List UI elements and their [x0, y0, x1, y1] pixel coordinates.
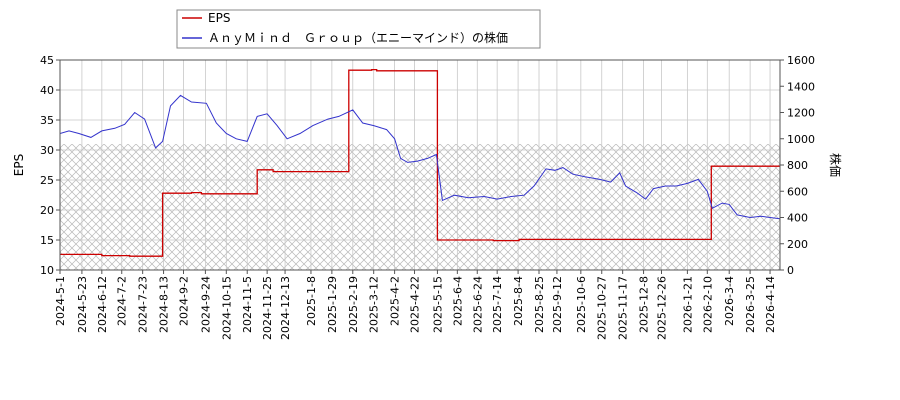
legend-label-eps: EPS: [208, 11, 230, 25]
y-right-tick-label: 0: [787, 264, 794, 277]
x-tick-label: 2025-1-29: [326, 276, 339, 333]
y-right-tick-label: 600: [787, 185, 808, 198]
x-tick-label: 2025-10-27: [596, 276, 609, 340]
y-left-tick-label: 45: [40, 54, 54, 67]
x-tick-label: 2025-8-25: [533, 276, 546, 333]
x-tick-label: 2026-4-14: [764, 276, 777, 333]
x-tick-label: 2025-5-15: [431, 276, 444, 333]
x-tick-label: 2025-3-12: [368, 276, 381, 333]
x-tick-label: 2025-7-14: [491, 276, 504, 333]
x-tick-label: 2025-4-2: [389, 276, 402, 326]
x-tick-label: 2026-3-4: [723, 276, 736, 326]
x-tick-label: 2024-5-1: [54, 276, 67, 326]
y-axis-right-title: 株価: [828, 153, 843, 177]
price-series-line: [60, 94, 780, 220]
y-right-tick-label: 1000: [787, 133, 815, 146]
legend-box: [176, 9, 541, 49]
x-tick-label: 2024-6-12: [96, 276, 109, 333]
x-tick-label: 2026-3-25: [744, 276, 757, 333]
y-left-tick-label: 30: [40, 144, 54, 157]
x-tick-label: 2025-6-4: [451, 276, 464, 326]
x-tick-label: 2024-12-13: [279, 276, 292, 340]
y-right-tick-label: 1200: [787, 107, 815, 120]
right-axis: 0 200 400 600 800 1000 1200 1400 1600: [780, 54, 815, 277]
y-right-tick-label: 400: [787, 212, 808, 225]
x-tick-label: 2024-7-23: [137, 276, 150, 333]
x-tick-label: 2024-9-2: [177, 276, 190, 326]
x-tick-label: 2024-8-13: [158, 276, 171, 333]
y-left-tick-label: 10: [40, 264, 54, 277]
x-tick-label: 2025-10-6: [575, 276, 588, 333]
x-tick-label: 2025-11-17: [617, 276, 630, 340]
y-right-tick-label: 1400: [787, 80, 815, 93]
y-left-tick-label: 15: [40, 234, 54, 247]
x-tick-label: 2025-8-4: [512, 276, 525, 326]
x-tick-label: 2025-12-8: [638, 276, 651, 333]
y-left-tick-label: 40: [40, 84, 54, 97]
x-tick-label: 2024-11-25: [261, 276, 274, 340]
y-right-tick-label: 800: [787, 159, 808, 172]
x-tick-label: 2024-9-24: [199, 276, 212, 333]
x-tick-label: 2025-1-8: [305, 276, 318, 326]
x-tick-label: 2024-11-5: [241, 276, 254, 333]
x-tick-label: 2025-6-24: [471, 276, 484, 333]
x-axis: 2024-5-1 2024-5-23 2024-6-12 2024-7-2 2024-7…: [54, 270, 777, 340]
y-right-tick-label: 200: [787, 238, 808, 251]
x-tick-label: 2025-2-19: [347, 276, 360, 333]
x-tick-label: 2025-9-12: [551, 276, 564, 333]
hatched-band: [60, 144, 780, 270]
y-right-tick-label: 1600: [787, 54, 815, 67]
eps-series-line: [60, 68, 780, 257]
x-tick-label: 2024-5-23: [76, 276, 89, 333]
x-tick-label: 2026-2-10: [701, 276, 714, 333]
legend-label-price: ＡｎｙＭｉｎｄ Ｇｒｏｕｐ（エニーマインド）の株価: [208, 30, 508, 45]
y-left-tick-label: 25: [40, 174, 54, 187]
y-left-tick-label: 20: [40, 204, 54, 217]
x-tick-label: 2026-1-21: [681, 276, 694, 333]
x-tick-label: 2024-7-2: [116, 276, 129, 326]
y-axis-left-title: EPS: [12, 154, 26, 176]
x-tick-label: 2025-12-26: [655, 276, 668, 340]
y-left-tick-label: 35: [40, 114, 54, 127]
legend: EPS ＡｎｙＭｉｎｄ Ｇｒｏｕｐ（エニーマインド）の株価: [176, 9, 541, 49]
left-axis: 10 15 20 25 30 35 40 45: [40, 54, 60, 277]
x-tick-label: 2025-4-22: [409, 276, 422, 333]
x-tick-label: 2024-10-15: [220, 276, 233, 340]
